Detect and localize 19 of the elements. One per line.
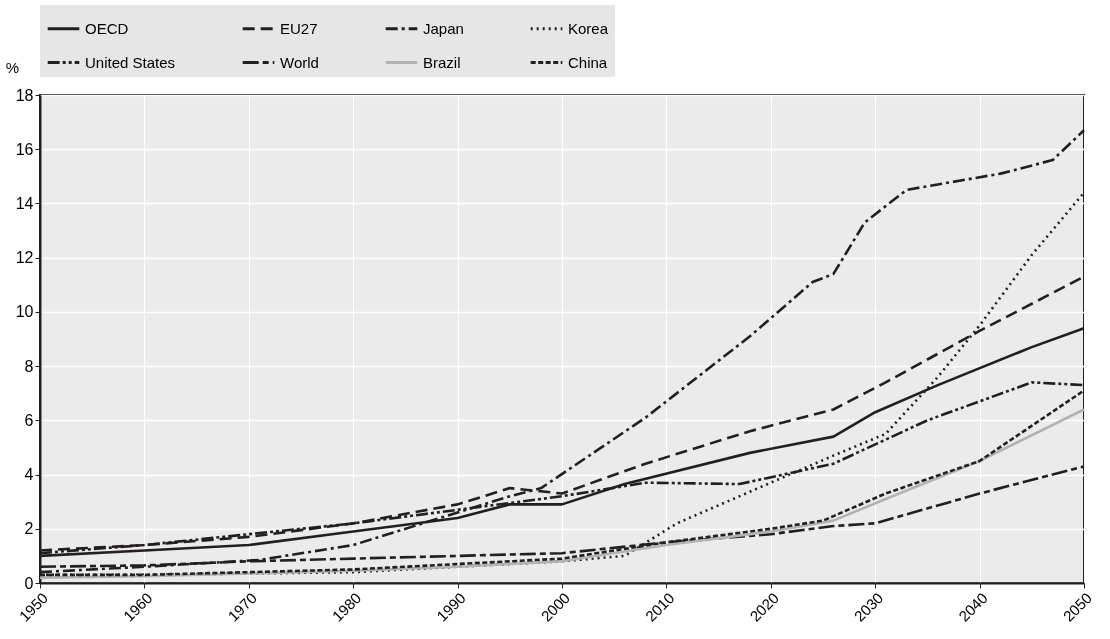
y-tick-label: 0 <box>24 574 34 592</box>
legend-label: Japan <box>423 19 464 37</box>
legend-label: China <box>568 53 608 71</box>
legend-label: Korea <box>568 19 609 37</box>
legend-label: United States <box>85 53 176 71</box>
y-tick-label: 14 <box>15 194 34 212</box>
y-tick-label: 12 <box>15 249 34 267</box>
legend-label: EU27 <box>280 19 318 37</box>
y-tick-label: 18 <box>15 86 34 104</box>
y-tick-label: 6 <box>24 411 34 429</box>
y-tick-label: 2 <box>24 520 34 538</box>
y-tick-label: 10 <box>15 303 34 321</box>
y-tick-label: 8 <box>24 357 34 375</box>
y-axis-title: % <box>5 58 20 76</box>
y-tick-label: 16 <box>15 140 34 158</box>
legend-label: World <box>280 53 319 71</box>
legend-label: Brazil <box>423 53 461 71</box>
legend-label: OECD <box>85 19 129 37</box>
y-tick-label: 4 <box>24 466 34 484</box>
